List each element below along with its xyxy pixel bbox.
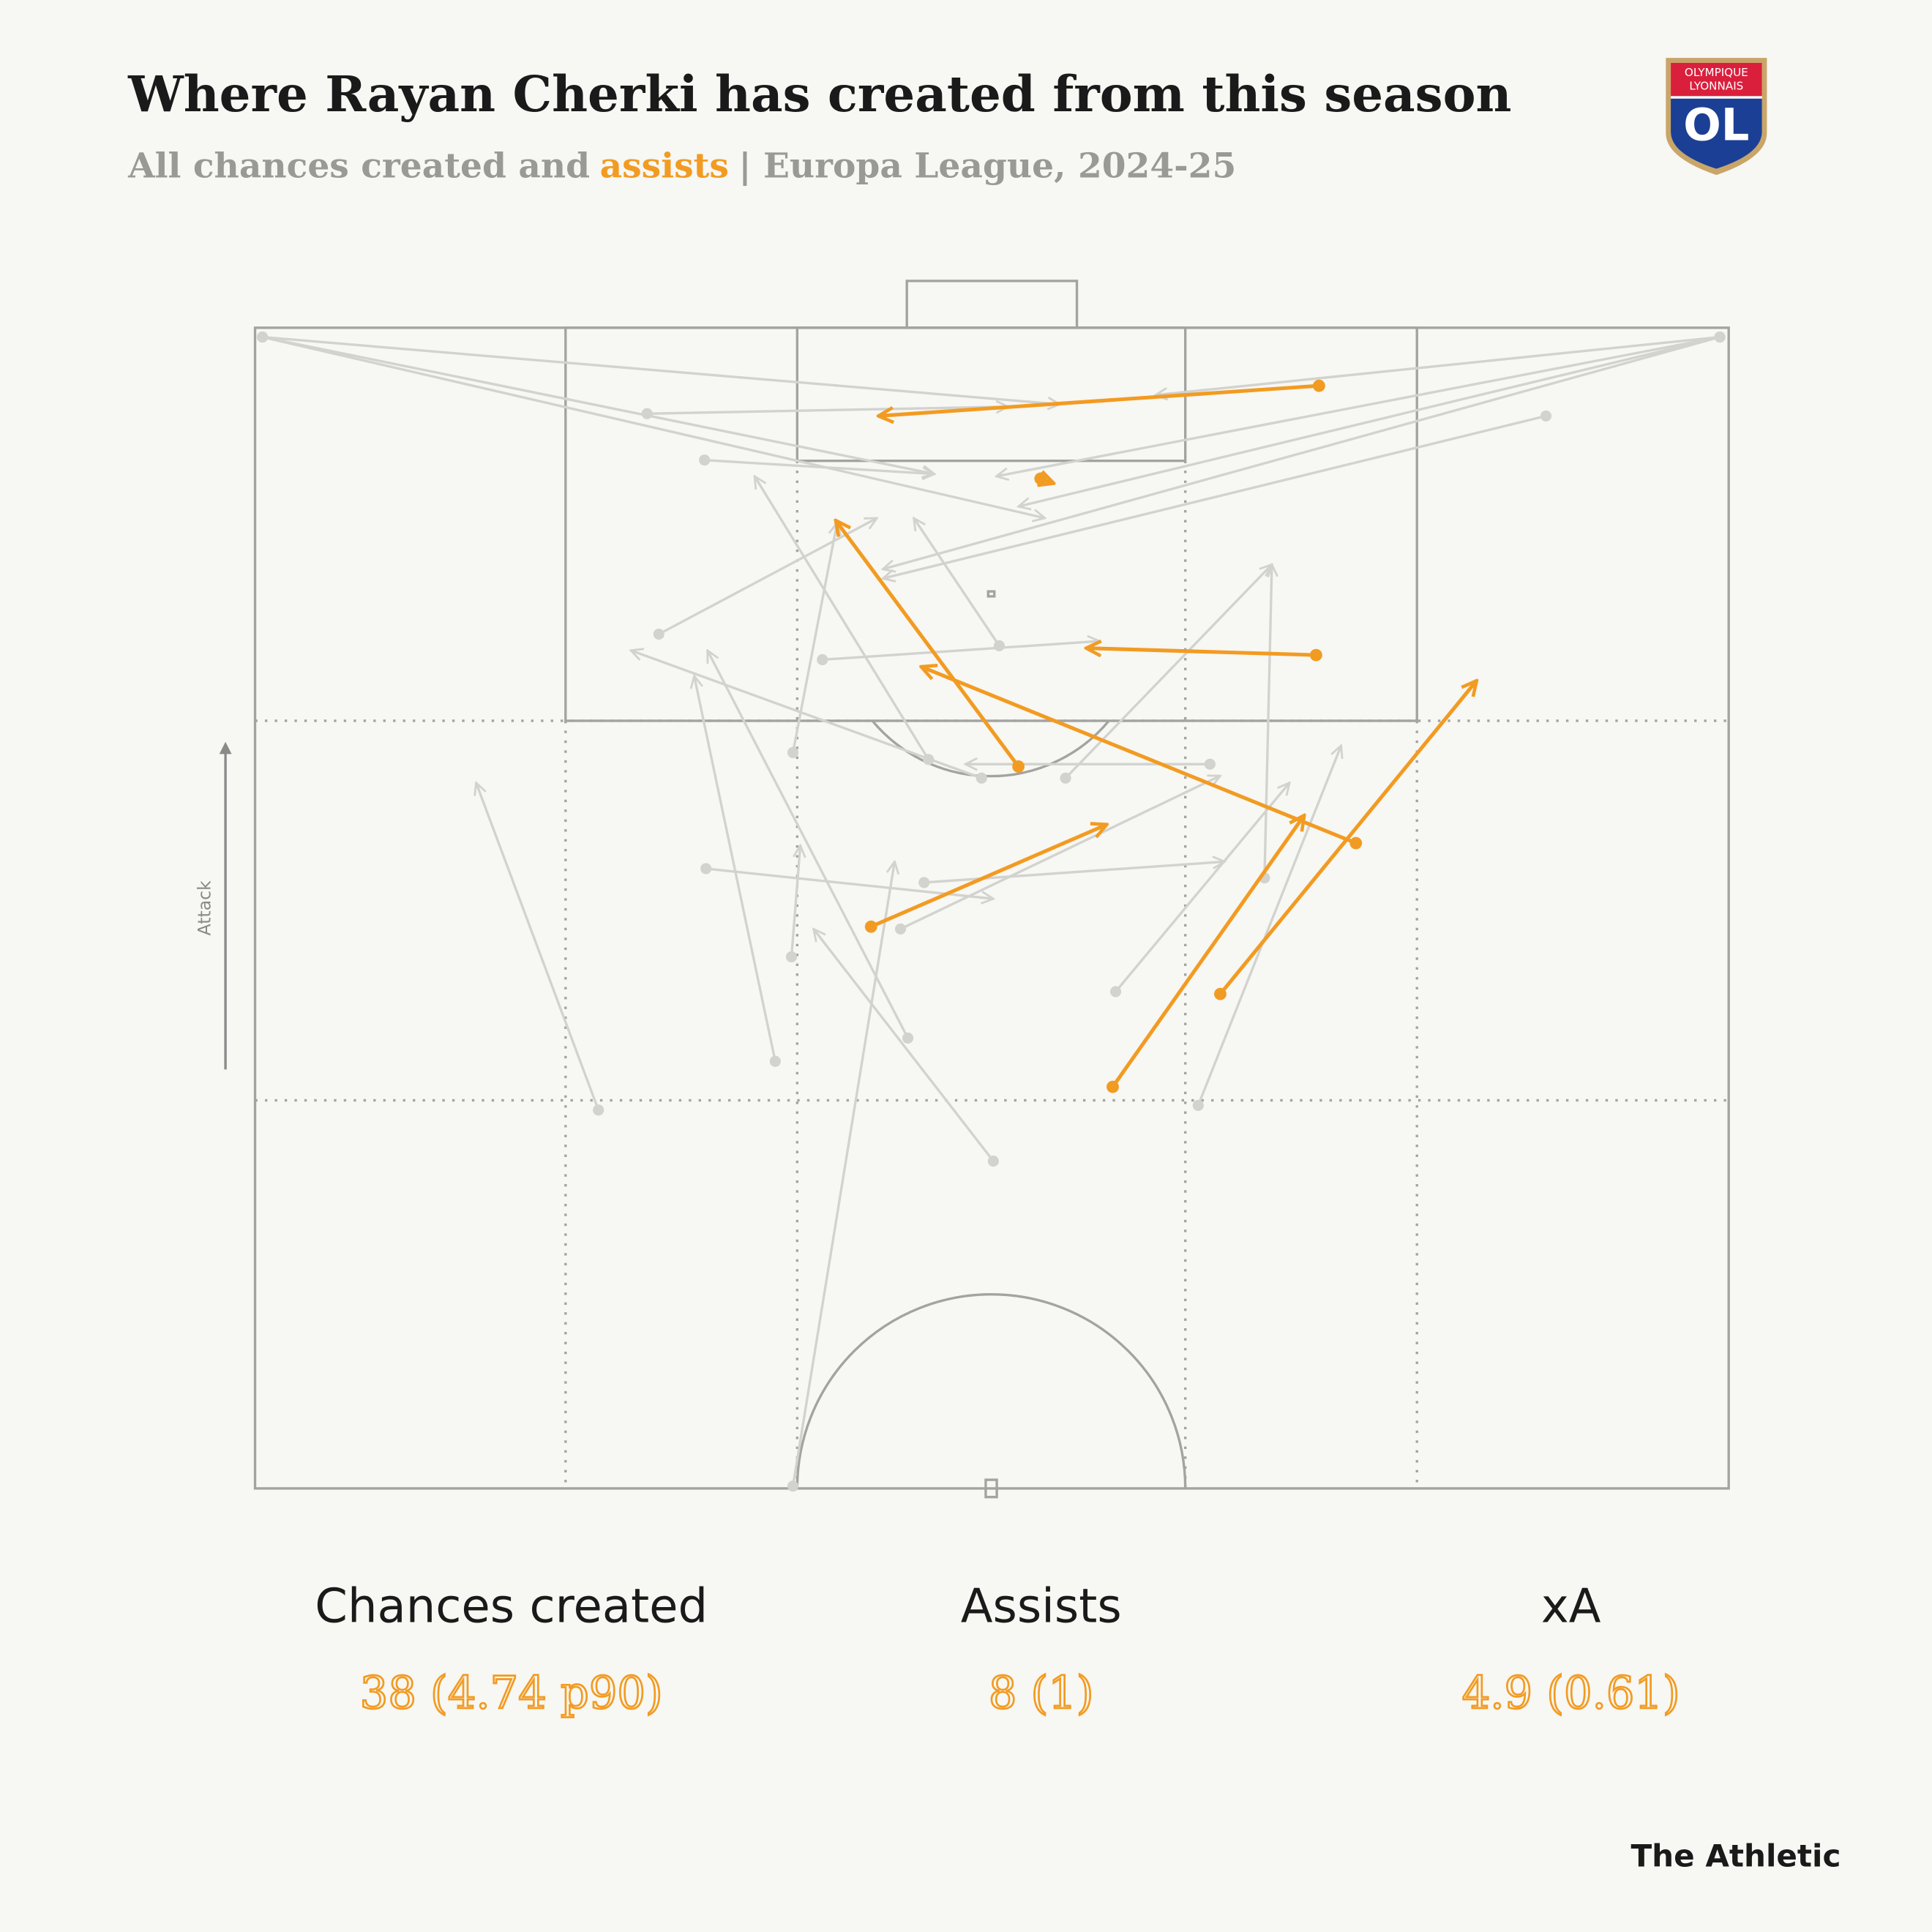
subtitle-highlight: assists: [600, 146, 729, 187]
chance-origin: [993, 640, 1006, 652]
stat-value: 38 (4.74 p90): [360, 1668, 663, 1719]
centre-spot: [984, 1478, 998, 1499]
chance-pass: [883, 335, 1721, 569]
stats: Chances created 38 (4.74 p90) Assists 8 (1)…: [315, 1579, 1681, 1720]
assist-pass: [921, 667, 1357, 845]
chance-origin: [257, 331, 269, 343]
chance-pass: [822, 641, 1100, 662]
assist-origin: [864, 920, 877, 933]
chance-pass: [755, 476, 930, 760]
stat-label: xA: [1541, 1579, 1601, 1633]
subtitle-text: All chances created and: [127, 146, 590, 187]
chance-origin: [1060, 772, 1071, 784]
stat-label: Assists: [961, 1579, 1122, 1633]
chance-pass: [262, 335, 1060, 405]
pitch: [253, 280, 1730, 1499]
chance-pass: [914, 518, 1000, 647]
chance-pass: [262, 335, 1045, 518]
chance-pass: [899, 776, 1221, 930]
logo-text: OLYMPIQUE: [1685, 66, 1748, 79]
assist-pass: [1218, 681, 1476, 995]
chance-origin: [817, 654, 828, 666]
chance-origin: [976, 772, 987, 784]
subtitle-text: | Europa League, 2024-25: [738, 146, 1236, 187]
assist-origin: [1349, 836, 1363, 850]
chance-origin: [653, 628, 664, 640]
club-logo: OLYMPIQUE LYONNAIS OL: [1666, 58, 1767, 176]
assist-origin: [1034, 472, 1047, 485]
assist-pass: [870, 825, 1107, 929]
penalty-spot: [986, 590, 996, 598]
source: The Athletic: [1630, 1838, 1841, 1873]
chance-origin: [1204, 758, 1216, 770]
chance-origin: [700, 863, 712, 875]
chance-pass: [476, 783, 600, 1111]
assist-pass: [878, 383, 1319, 416]
stat-value: 8 (1): [989, 1668, 1094, 1719]
chance-pass: [791, 861, 895, 1486]
chance-origin: [902, 1032, 914, 1044]
attack-indicator: Attack: [195, 741, 232, 1070]
chance-pass: [883, 414, 1546, 578]
chance-pass: [1156, 335, 1721, 395]
chance-origin: [787, 1480, 799, 1492]
chance-pass: [706, 651, 910, 1039]
stat-label: Chances created: [315, 1579, 708, 1633]
chance-pass: [262, 335, 935, 474]
chance-origin: [1540, 410, 1552, 422]
assist-pass: [1111, 815, 1304, 1088]
chance-origin: [785, 951, 798, 963]
chance-origin: [987, 1156, 999, 1167]
pitch-outline: [253, 326, 1730, 1490]
assist-pass: [1086, 648, 1317, 656]
chance-pass: [996, 335, 1721, 476]
chance-origin: [787, 746, 799, 758]
stat-value: 4.9 (0.61): [1462, 1668, 1680, 1719]
chance-pass: [647, 407, 1008, 415]
chance-pass: [658, 517, 877, 636]
chance-origin: [918, 877, 930, 888]
direction-label: Attack: [195, 880, 215, 936]
six-yard-box: [795, 326, 1187, 463]
penalty-arc: [871, 719, 1110, 778]
chance-pass: [791, 523, 837, 753]
assist-origin: [1107, 1080, 1119, 1093]
chance-pass: [694, 676, 776, 1062]
chance-origin: [641, 408, 653, 419]
assist-origin: [1309, 648, 1322, 662]
logo-mark: OL: [1683, 100, 1749, 151]
chance-pass: [1019, 335, 1721, 507]
passes: [257, 331, 1726, 1492]
chance-origin: [894, 923, 907, 935]
chance-pass: [1064, 564, 1272, 779]
chance-pass: [1115, 783, 1290, 993]
chance-origin: [1714, 331, 1726, 343]
chance-pass: [790, 845, 800, 957]
chart-title: Where Rayan Cherki has created from this…: [127, 65, 1511, 123]
chance-origin: [699, 454, 711, 466]
assist-origin: [1312, 379, 1325, 392]
chance-pass: [631, 651, 982, 779]
chart-subtitle: All chances created and assists | Europa L…: [127, 146, 1236, 187]
chance-pass: [1263, 564, 1272, 878]
chance-origin: [1192, 1099, 1204, 1112]
chance-origin: [593, 1104, 604, 1116]
chance-pass: [1197, 746, 1341, 1107]
assist-origin: [1214, 987, 1227, 1000]
centre-circle: [795, 1293, 1187, 1489]
chance-pass: [814, 929, 995, 1162]
chance-origin: [769, 1055, 781, 1067]
chance-pass: [704, 458, 935, 474]
assist-pass: [836, 520, 1020, 768]
goal: [905, 280, 1079, 329]
chance-pass: [924, 861, 1225, 884]
chance-origin: [1109, 986, 1122, 997]
logo-text: LYONNAIS: [1689, 79, 1743, 92]
assist-origin: [1012, 760, 1025, 773]
